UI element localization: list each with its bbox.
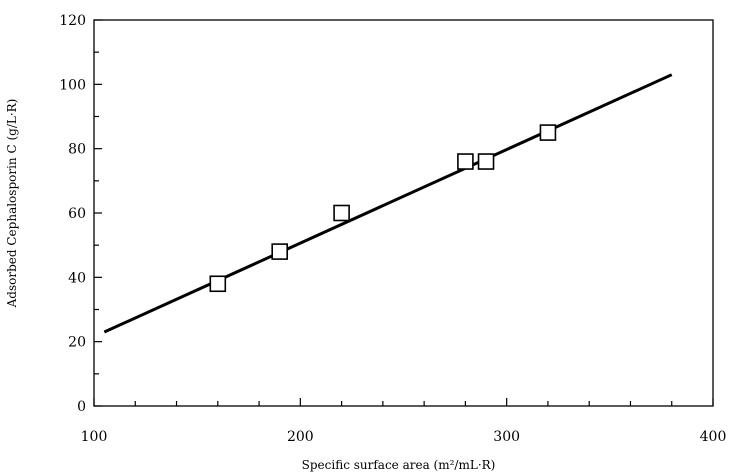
data-point-2: [333, 204, 350, 222]
y-tick-label-0: 0: [77, 399, 86, 415]
y-tick-label-40: 40: [68, 270, 86, 286]
y-axis-tick-labels: 0 20 40 60 80 100 120: [59, 13, 86, 415]
data-markers: [209, 124, 557, 293]
y-tick-label-120: 120: [59, 13, 86, 29]
y-tick-label-60: 60: [68, 206, 86, 222]
x-tick-label-300: 300: [493, 429, 520, 445]
plot-area-frame: [93, 19, 714, 407]
x-axis-title: Specific surface area (m²/mL·R): [302, 458, 496, 472]
y-tick-label-20: 20: [68, 335, 86, 351]
x-tick-label-400: 400: [700, 429, 727, 445]
data-point-5: [539, 124, 557, 141]
y-tick-label-100: 100: [59, 77, 86, 93]
x-axis-ticks: [93, 398, 714, 406]
fit-line: [103, 73, 673, 334]
x-tick-label-200: 200: [287, 429, 314, 445]
x-axis-tick-labels: 100 200 300 400: [81, 429, 727, 445]
data-point-1: [271, 243, 289, 260]
y-axis-ticks: [94, 19, 102, 407]
y-tick-label-80: 80: [68, 142, 86, 158]
data-point-0: [209, 275, 227, 293]
y-axis-title: Adsorbed Cephalosporin C (g/L·R): [5, 99, 19, 309]
x-tick-label-100: 100: [81, 429, 108, 445]
data-point-3: [457, 153, 474, 170]
data-point-4: [477, 153, 495, 170]
